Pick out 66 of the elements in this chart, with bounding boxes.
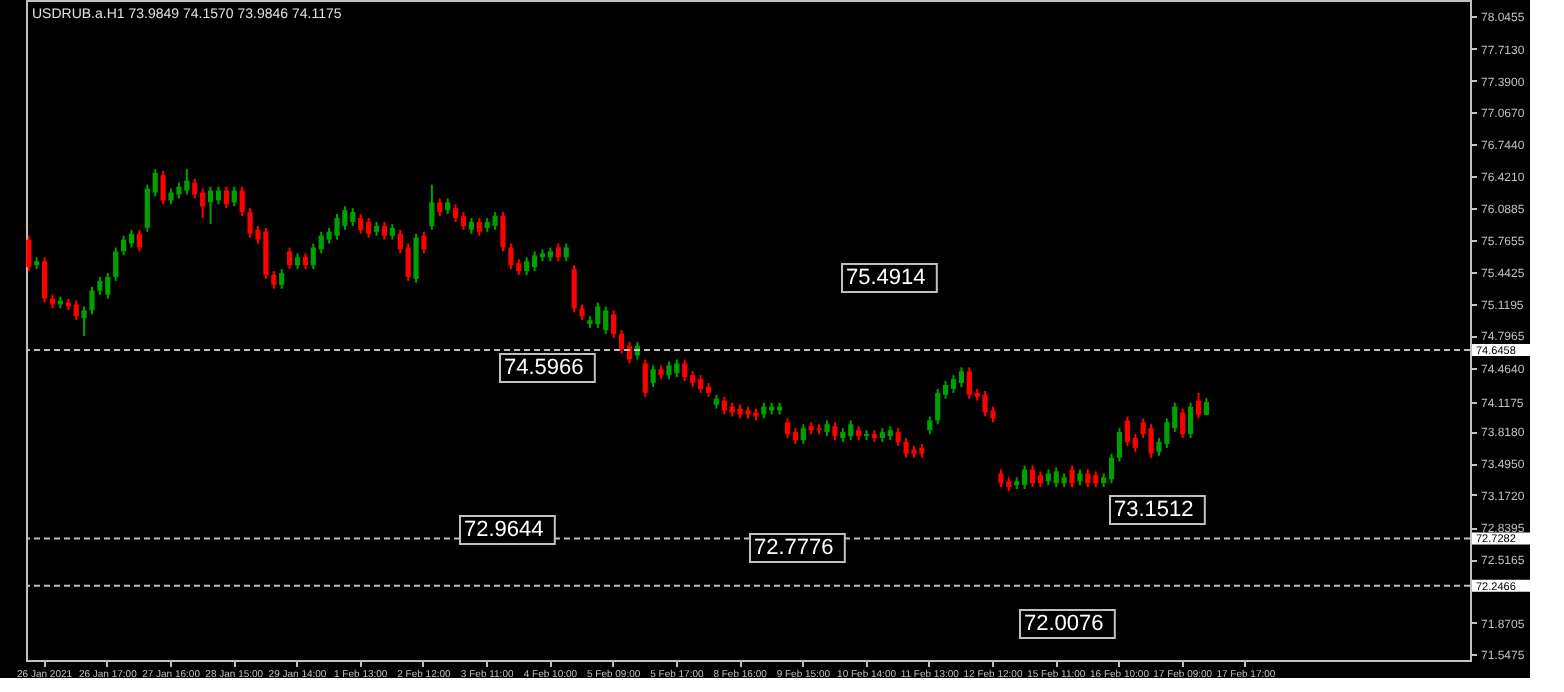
candlestick xyxy=(26,234,32,273)
candlestick xyxy=(1180,407,1186,440)
candlestick xyxy=(508,242,514,271)
candlestick xyxy=(184,167,190,196)
candlestick xyxy=(73,299,79,322)
candlestick xyxy=(405,242,411,282)
candlestick xyxy=(1195,391,1202,420)
candlestick xyxy=(682,358,688,383)
candlestick xyxy=(342,205,348,231)
candlestick xyxy=(1029,464,1036,489)
candlestick xyxy=(800,423,806,445)
candlestick xyxy=(784,417,791,440)
annotation: 75.4914 xyxy=(846,266,926,290)
annotation: 73.1512 xyxy=(1114,498,1194,522)
candlestick xyxy=(903,437,909,459)
candlestick xyxy=(247,207,253,239)
candlestick xyxy=(532,250,538,273)
candlestick xyxy=(334,213,340,241)
candlestick xyxy=(421,230,427,255)
annotation: 72.7776 xyxy=(754,536,834,560)
candlestick xyxy=(611,309,617,339)
candlestick xyxy=(1069,464,1075,489)
candlestick xyxy=(1188,401,1194,440)
candlestick xyxy=(1053,466,1059,489)
candlestick xyxy=(571,264,577,314)
candlestick xyxy=(366,217,372,239)
candlestick xyxy=(429,183,435,231)
candlestick xyxy=(223,185,229,210)
candlestick xyxy=(207,185,214,225)
candlestick xyxy=(966,366,972,400)
candlestick xyxy=(1148,423,1154,459)
candlestick xyxy=(1022,464,1028,491)
candlestick xyxy=(113,246,119,282)
candlestick xyxy=(848,419,854,441)
candlestick xyxy=(310,242,316,271)
candlestick xyxy=(935,387,941,426)
candlestick xyxy=(982,389,988,418)
candlestick xyxy=(642,358,648,398)
candlestick xyxy=(1124,415,1130,447)
annotation: 72.0076 xyxy=(1024,612,1104,636)
candlestick xyxy=(121,234,127,257)
candlestick xyxy=(192,177,198,200)
candlestick xyxy=(618,329,625,355)
candlestick xyxy=(239,185,245,218)
candlestick xyxy=(1116,427,1123,463)
candlestick xyxy=(1108,452,1115,485)
candlestick xyxy=(500,211,506,253)
annotation: 72.9644 xyxy=(464,518,544,542)
candlestick xyxy=(200,187,206,220)
candlestick xyxy=(41,256,48,304)
candlestick xyxy=(105,272,111,300)
candlestick xyxy=(136,228,143,253)
candlestick xyxy=(595,301,601,330)
candlestick xyxy=(958,366,964,388)
candlestick xyxy=(358,213,364,235)
annotation: 74.5966 xyxy=(504,356,584,380)
candlestick xyxy=(231,185,237,208)
candlestick xyxy=(286,246,293,271)
candlestick xyxy=(89,285,95,316)
candlestick xyxy=(279,268,285,290)
candlestick xyxy=(413,232,419,284)
candlestick xyxy=(160,169,166,206)
candlestick xyxy=(650,364,656,388)
candlestick xyxy=(603,305,609,335)
candlestick xyxy=(81,305,87,337)
candlestick xyxy=(263,226,269,280)
